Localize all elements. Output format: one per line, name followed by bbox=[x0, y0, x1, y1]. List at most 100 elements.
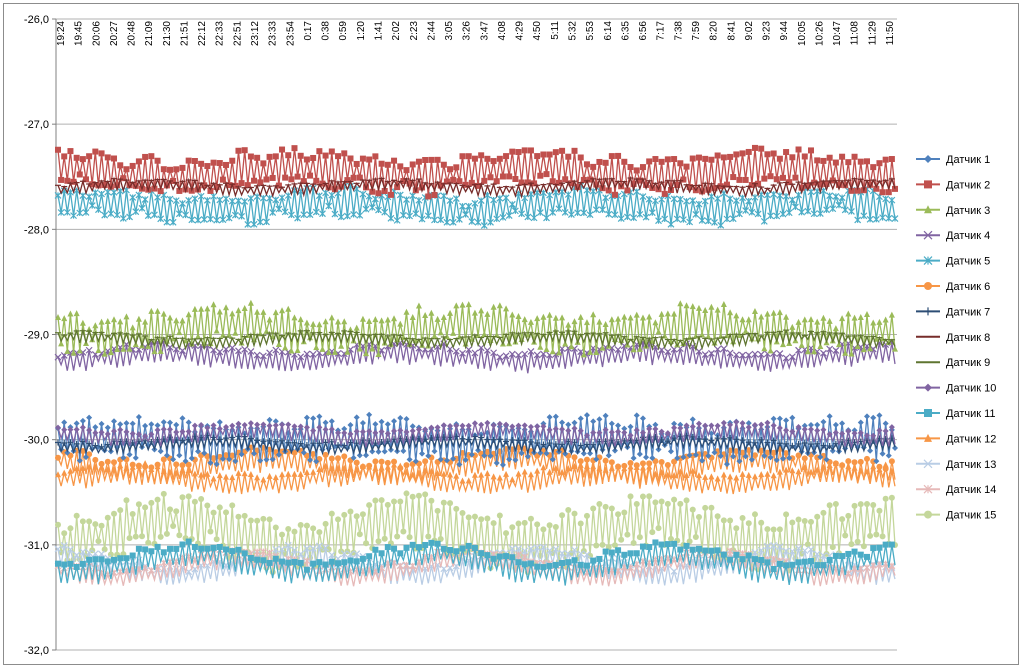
data-point bbox=[76, 347, 83, 354]
data-point bbox=[328, 510, 335, 517]
data-point bbox=[347, 155, 354, 162]
data-point bbox=[443, 218, 451, 226]
data-point bbox=[154, 461, 161, 468]
data-point bbox=[316, 321, 323, 328]
data-point bbox=[440, 161, 447, 168]
data-point bbox=[671, 458, 678, 465]
data-point bbox=[375, 448, 382, 455]
data-point bbox=[79, 518, 86, 525]
data-point bbox=[356, 452, 363, 459]
data-point bbox=[331, 210, 339, 218]
data-point bbox=[671, 496, 678, 503]
data-point bbox=[365, 558, 373, 566]
data-point bbox=[61, 439, 68, 446]
data-point bbox=[527, 423, 534, 430]
data-point bbox=[465, 542, 472, 549]
data-point bbox=[363, 452, 370, 459]
data-point bbox=[229, 422, 236, 429]
data-point bbox=[580, 209, 588, 217]
data-point bbox=[596, 158, 603, 165]
data-point bbox=[471, 420, 478, 427]
data-point bbox=[465, 346, 473, 354]
data-point bbox=[664, 500, 671, 507]
data-point bbox=[630, 181, 637, 188]
data-point bbox=[179, 317, 186, 324]
data-point bbox=[571, 510, 578, 517]
data-point bbox=[524, 453, 531, 460]
data-point bbox=[783, 450, 790, 457]
data-point bbox=[297, 470, 304, 477]
data-point bbox=[229, 548, 236, 555]
data-point bbox=[484, 515, 491, 522]
data-point bbox=[179, 199, 186, 207]
data-point bbox=[294, 173, 301, 180]
data-point bbox=[428, 156, 435, 163]
data-point bbox=[167, 166, 174, 173]
data-point bbox=[527, 471, 534, 478]
data-point bbox=[484, 419, 491, 426]
data-point bbox=[686, 218, 694, 226]
legend-label: Датчик 7 bbox=[946, 306, 990, 318]
data-point bbox=[126, 535, 133, 542]
data-point bbox=[745, 471, 752, 478]
data-point bbox=[279, 146, 286, 153]
data-point bbox=[764, 151, 771, 158]
data-point bbox=[714, 345, 722, 353]
data-point bbox=[253, 351, 261, 359]
data-point bbox=[58, 340, 65, 347]
data-point bbox=[727, 517, 734, 524]
data-point bbox=[869, 561, 877, 569]
data-point bbox=[564, 191, 572, 198]
data-point bbox=[453, 505, 460, 512]
data-point bbox=[409, 427, 416, 434]
data-point bbox=[307, 172, 314, 179]
data-point bbox=[210, 422, 217, 429]
data-point bbox=[341, 453, 348, 460]
data-point bbox=[67, 546, 74, 553]
data-point bbox=[820, 552, 827, 560]
data-point bbox=[583, 441, 590, 448]
data-point bbox=[303, 424, 310, 431]
data-point bbox=[537, 172, 544, 179]
data-point bbox=[384, 421, 391, 428]
data-point bbox=[751, 473, 758, 480]
data-point bbox=[241, 512, 248, 519]
data-point bbox=[646, 493, 653, 500]
data-point bbox=[275, 451, 282, 458]
data-point bbox=[335, 442, 342, 449]
data-point bbox=[98, 550, 105, 558]
data-point bbox=[671, 156, 678, 163]
data-point bbox=[167, 506, 174, 513]
data-point bbox=[176, 187, 183, 194]
data-point bbox=[272, 555, 279, 562]
data-point bbox=[191, 498, 198, 505]
data-point bbox=[403, 415, 410, 422]
data-point bbox=[739, 549, 746, 557]
data-point bbox=[689, 467, 696, 474]
data-point bbox=[204, 453, 211, 460]
data-point bbox=[241, 421, 248, 428]
data-point bbox=[160, 426, 167, 433]
data-point bbox=[764, 559, 771, 566]
data-point bbox=[664, 310, 671, 317]
data-point bbox=[733, 448, 740, 455]
data-point bbox=[198, 421, 205, 428]
data-point bbox=[602, 159, 609, 166]
data-point bbox=[279, 471, 286, 478]
data-point bbox=[431, 448, 438, 455]
data-point bbox=[307, 334, 314, 341]
data-point bbox=[55, 521, 61, 528]
data-point bbox=[440, 314, 447, 321]
data-point bbox=[692, 533, 699, 540]
data-point bbox=[79, 438, 86, 445]
data-point bbox=[608, 554, 616, 562]
data-point bbox=[235, 147, 242, 154]
data-point bbox=[683, 163, 690, 170]
data-point bbox=[854, 187, 861, 194]
data-point bbox=[61, 469, 68, 476]
data-point bbox=[279, 421, 286, 428]
data-point bbox=[294, 346, 301, 353]
data-point bbox=[683, 197, 690, 205]
data-point bbox=[776, 468, 783, 475]
data-point bbox=[154, 427, 161, 434]
